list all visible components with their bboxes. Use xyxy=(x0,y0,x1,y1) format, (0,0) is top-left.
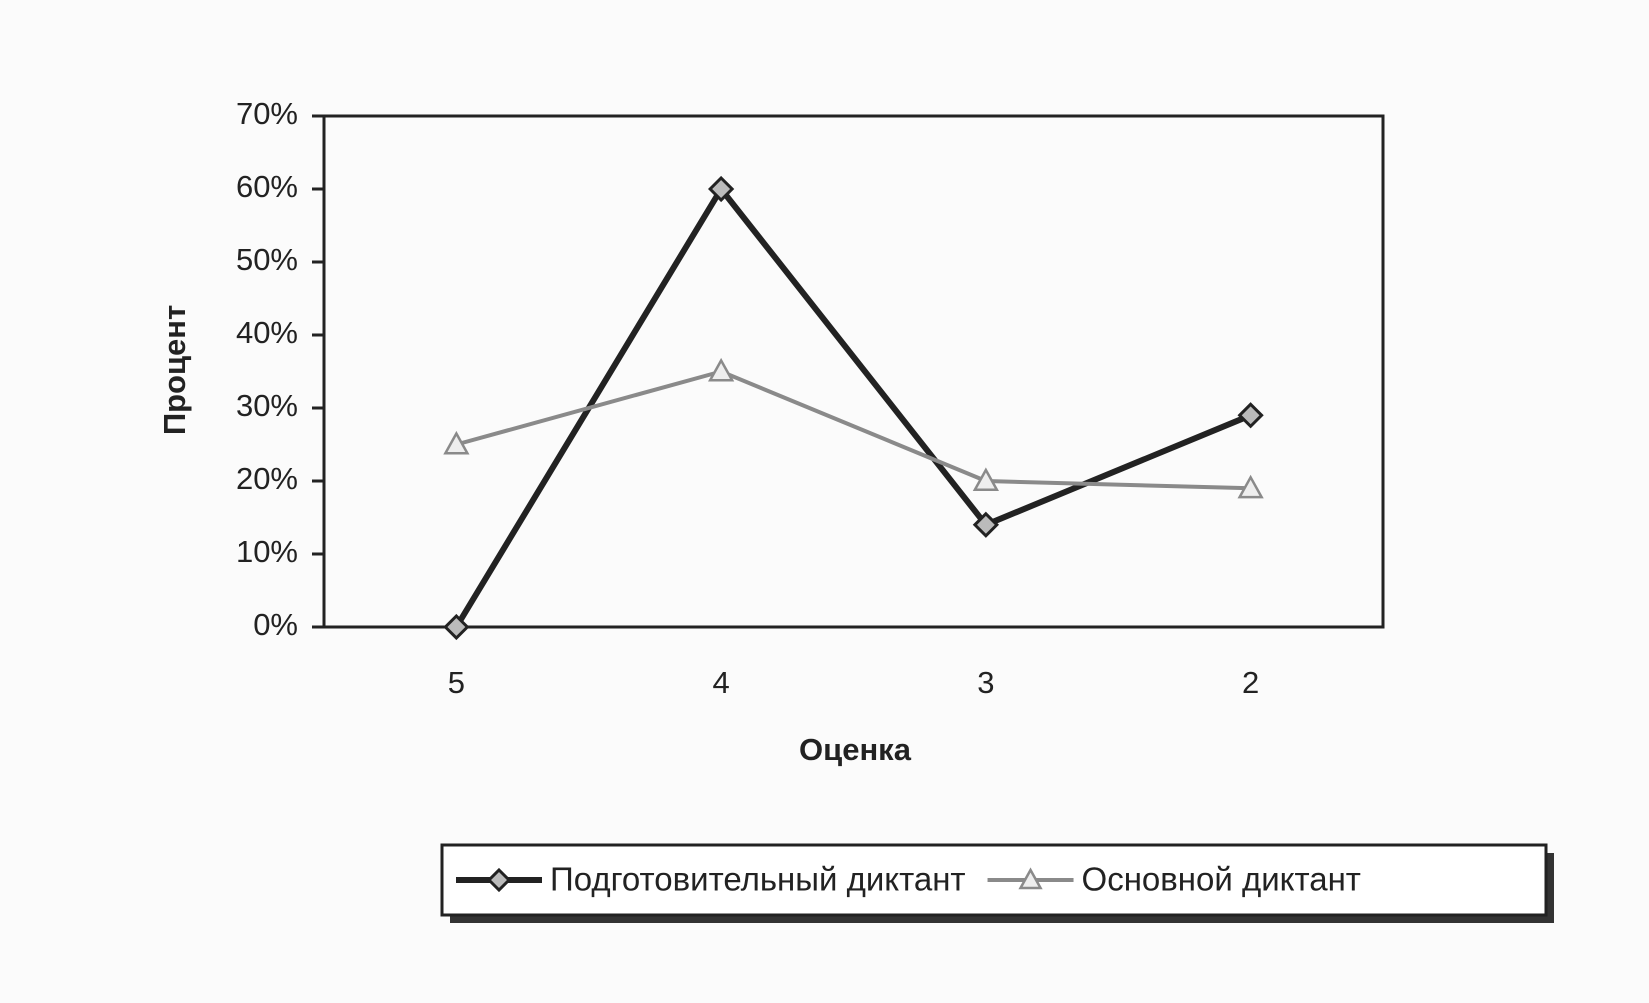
plot-border xyxy=(322,114,1385,629)
marker xyxy=(972,467,999,492)
marker xyxy=(708,175,735,203)
marker xyxy=(972,511,999,538)
y-tick-label: 40% xyxy=(236,315,298,350)
marker xyxy=(708,357,735,382)
legend-label: Подготовительный диктант xyxy=(550,861,966,898)
x-tick-label: 5 xyxy=(448,665,465,700)
x-tick-label: 4 xyxy=(713,665,730,700)
y-tick-label: 50% xyxy=(236,242,298,277)
y-tick-label: 20% xyxy=(236,461,298,496)
marker xyxy=(486,867,512,893)
x-tick-label: 3 xyxy=(977,665,994,700)
y-tick-label: 70% xyxy=(236,96,298,131)
x-axis-title: Оценка xyxy=(799,732,912,767)
marker xyxy=(1237,474,1264,499)
marker xyxy=(443,430,470,455)
marker xyxy=(443,613,470,641)
series-line xyxy=(453,186,1252,629)
legend-label: Основной диктант xyxy=(1082,861,1361,898)
y-tick-label: 10% xyxy=(236,534,298,569)
marker xyxy=(1018,867,1043,890)
y-axis-title: Процент xyxy=(157,305,192,435)
x-tick-label: 2 xyxy=(1242,665,1259,700)
y-tick-label: 0% xyxy=(253,607,298,642)
y-tick-label: 30% xyxy=(236,388,298,423)
y-tick-label: 60% xyxy=(236,169,298,204)
marker xyxy=(1237,402,1264,429)
series-line xyxy=(455,369,1251,491)
